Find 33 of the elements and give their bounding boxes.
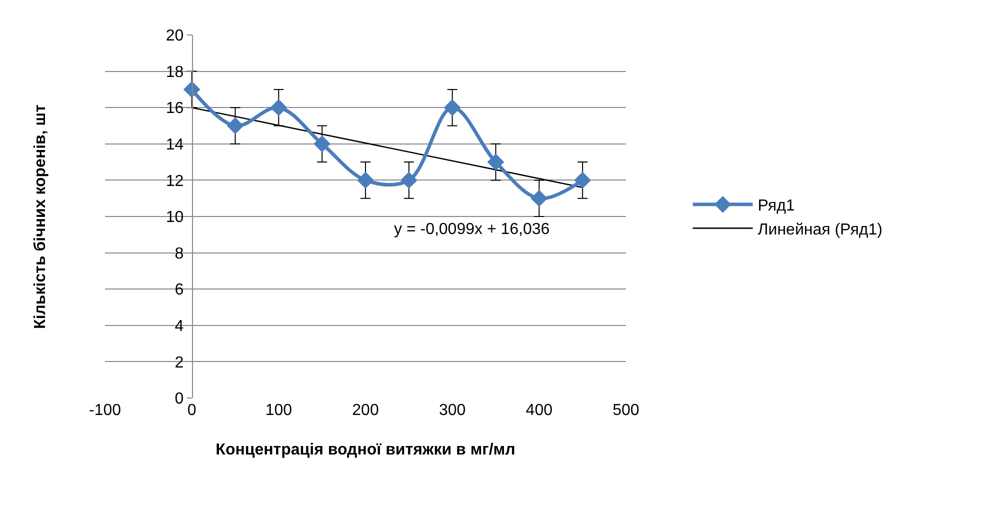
- y-tick-label: 18: [166, 64, 184, 81]
- y-axis-title: Кількість бічних коренів, шт: [32, 104, 49, 329]
- y-tick-label: 20: [166, 28, 184, 45]
- x-tick-label: 500: [612, 402, 640, 419]
- point: [487, 154, 504, 170]
- x-tick-label: 300: [438, 402, 466, 419]
- y-tick-label: 8: [174, 245, 184, 262]
- point: [357, 172, 374, 189]
- y-tick-label: 10: [166, 209, 184, 226]
- y-tick-label: 2: [174, 354, 184, 372]
- x-tick-label: -100: [88, 402, 122, 419]
- annotation: y = -0,0099x + 16,036: [394, 221, 550, 238]
- y-tick-label: 14: [166, 136, 184, 154]
- point: [400, 172, 418, 189]
- y-tick-label: 4: [174, 318, 184, 335]
- x-tick-label: 400: [526, 402, 553, 419]
- point: [530, 190, 548, 207]
- x-tick-label: 200: [352, 402, 379, 419]
- y-tick-label: 16: [166, 100, 184, 118]
- x-tick-label: 0: [187, 402, 196, 419]
- point: [183, 81, 200, 98]
- point: [444, 99, 461, 116]
- legend-label: Линейная (Ряд1): [758, 221, 882, 238]
- point: [314, 135, 331, 152]
- point: [574, 172, 592, 189]
- point: [226, 117, 244, 134]
- y-tick-label: 0: [174, 390, 184, 408]
- legend-label: Ряд1: [758, 198, 795, 215]
- x-axis-title: Концентрація водної витяжки в мг/мл: [216, 442, 516, 459]
- y-tick-label: 12: [166, 172, 184, 190]
- x-tick-label: 100: [265, 402, 292, 419]
- point: [270, 99, 288, 116]
- y-tick-label: 6: [174, 282, 184, 299]
